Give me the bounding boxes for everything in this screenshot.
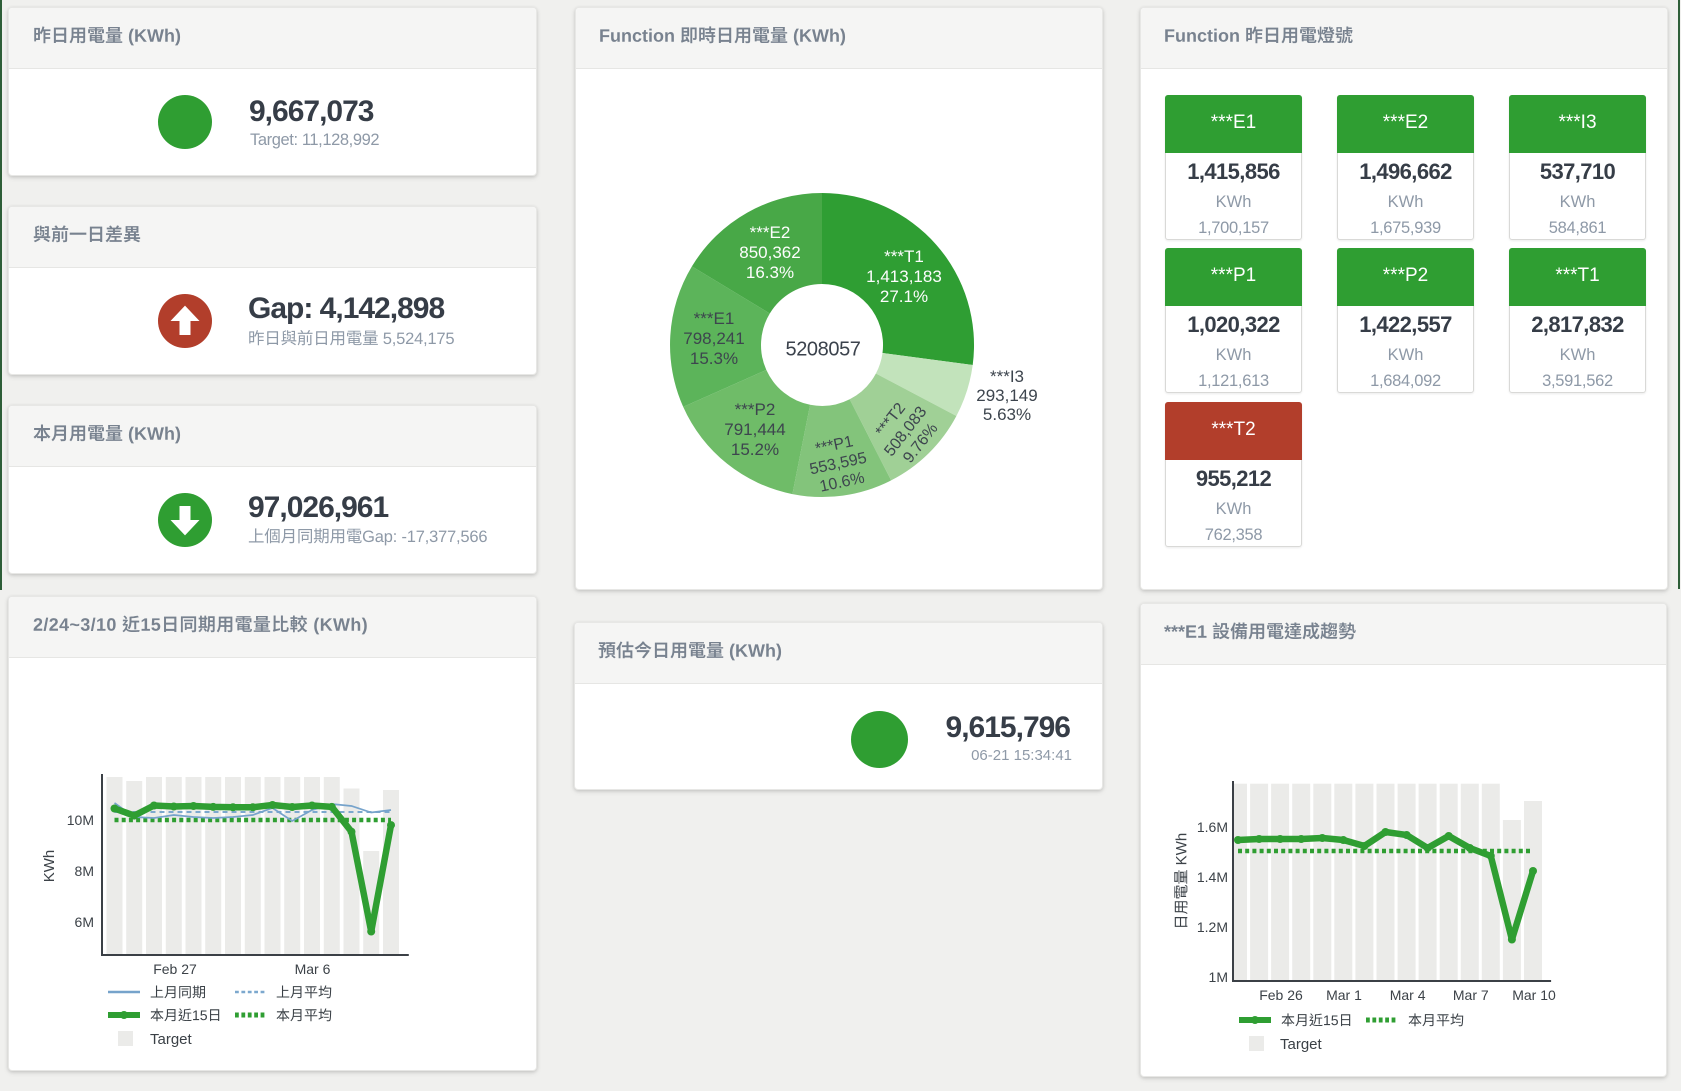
- svg-text:Feb 26: Feb 26: [1259, 987, 1303, 1003]
- svg-text:5.63%: 5.63%: [983, 405, 1031, 424]
- svg-text:***I3: ***I3: [990, 367, 1024, 386]
- svg-text:1.4M: 1.4M: [1197, 869, 1228, 885]
- svg-text:***E1: ***E1: [694, 309, 735, 328]
- svg-text:15.3%: 15.3%: [690, 349, 738, 368]
- svg-text:293,149: 293,149: [976, 386, 1037, 405]
- svg-text:Mar 7: Mar 7: [1453, 987, 1489, 1003]
- svg-text:Mar 10: Mar 10: [1512, 987, 1556, 1003]
- svg-text:Mar 4: Mar 4: [1390, 987, 1426, 1003]
- svg-text:Mar 6: Mar 6: [295, 961, 331, 977]
- svg-text:16.3%: 16.3%: [746, 263, 794, 282]
- svg-text:***E2: ***E2: [750, 223, 791, 242]
- svg-text:8M: 8M: [75, 863, 94, 879]
- svg-text:1.2M: 1.2M: [1197, 919, 1228, 935]
- svg-text:791,444: 791,444: [724, 420, 785, 439]
- svg-text:1M: 1M: [1209, 969, 1228, 985]
- svg-text:27.1%: 27.1%: [880, 287, 928, 306]
- svg-text:Feb 27: Feb 27: [153, 961, 197, 977]
- svg-text:798,241: 798,241: [683, 329, 744, 348]
- svg-text:15.2%: 15.2%: [731, 440, 779, 459]
- svg-text:***T1: ***T1: [884, 247, 924, 266]
- svg-text:KWh: KWh: [41, 850, 58, 883]
- svg-text:1,413,183: 1,413,183: [866, 267, 942, 286]
- svg-text:Mar 1: Mar 1: [1326, 987, 1362, 1003]
- svg-text:850,362: 850,362: [739, 243, 800, 262]
- svg-text:1.6M: 1.6M: [1197, 819, 1228, 835]
- svg-text:***P2: ***P2: [735, 400, 776, 419]
- svg-text:5208057: 5208057: [785, 339, 860, 361]
- svg-text:6M: 6M: [75, 914, 94, 930]
- svg-text:10M: 10M: [67, 812, 94, 828]
